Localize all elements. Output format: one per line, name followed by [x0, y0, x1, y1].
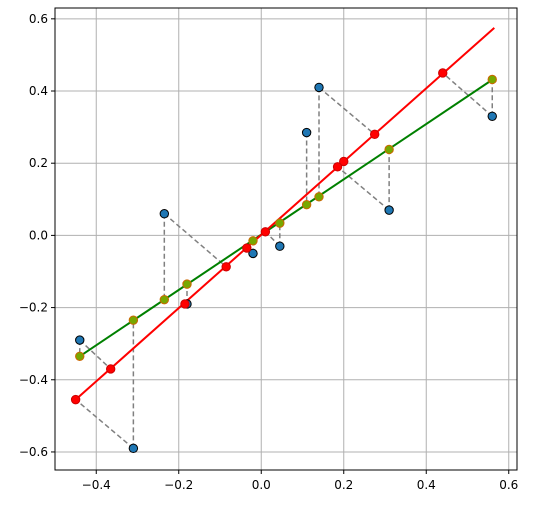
red-connector-line	[163, 213, 227, 268]
x-tick-label: −0.2	[164, 478, 193, 492]
red-projection-point	[70, 394, 81, 405]
green-projection-point	[301, 200, 312, 210]
red-connector-line	[442, 72, 493, 117]
y-tick-label: −0.2	[19, 301, 48, 315]
red-projection-point	[369, 129, 380, 140]
y-tick-label: 0.4	[29, 84, 48, 98]
green-projection-point	[159, 294, 170, 305]
green-projection-point	[487, 74, 497, 85]
red-projection-point	[180, 299, 190, 309]
data-point	[275, 241, 285, 251]
green-projection-point	[248, 236, 258, 246]
red-projection-point	[260, 227, 271, 237]
y-tick-label: −0.6	[19, 445, 48, 459]
data-point	[384, 205, 394, 215]
data-point	[159, 209, 170, 219]
green-projection-point	[128, 315, 139, 325]
data-point	[128, 443, 139, 454]
data-points	[75, 82, 497, 454]
data-point	[314, 82, 324, 93]
red-projection-point	[339, 156, 349, 167]
green-projection-point	[384, 144, 394, 155]
red-connector-line	[318, 86, 376, 135]
red-projection-point	[332, 162, 343, 172]
red-projection-point	[242, 243, 252, 253]
green-projection-point	[75, 351, 85, 362]
projected-points	[70, 68, 497, 405]
green-projection-point	[275, 218, 285, 228]
x-tick-label: 0.2	[334, 478, 353, 492]
x-tick-label: −0.4	[82, 478, 111, 492]
red-connector-line	[75, 399, 134, 449]
red-connector-line	[337, 166, 390, 211]
plot-frame	[54, 7, 518, 471]
x-tick-label: 0.4	[417, 478, 436, 492]
green-regression-line	[79, 77, 495, 358]
y-tick-label: 0.0	[29, 228, 48, 242]
red-connector-line	[79, 339, 112, 370]
red-projection-point	[221, 262, 231, 272]
red-projection-point	[438, 68, 448, 78]
grid	[55, 8, 517, 470]
y-tick-label: −0.4	[19, 373, 48, 387]
y-tick-label: 0.6	[29, 12, 48, 26]
red-regression-line	[74, 27, 495, 401]
axis-ticks: −0.4 −0.2 0.0 0.2 0.4 0.6 −0.6 −0.4 −0.2 0.0 0.2 0.…	[19, 12, 518, 492]
data-point	[301, 127, 312, 138]
y-tick-label: 0.2	[29, 156, 48, 170]
data-point	[75, 335, 85, 345]
data-point	[248, 248, 258, 259]
plot-background	[55, 8, 517, 470]
green-projection-point	[182, 279, 192, 289]
x-tick-label: 0.0	[252, 478, 271, 492]
green-projection-point	[314, 192, 324, 202]
red-projection-point	[105, 364, 116, 374]
data-point	[487, 111, 497, 121]
regression-lines	[74, 27, 495, 401]
x-tick-label: 0.6	[499, 478, 518, 492]
